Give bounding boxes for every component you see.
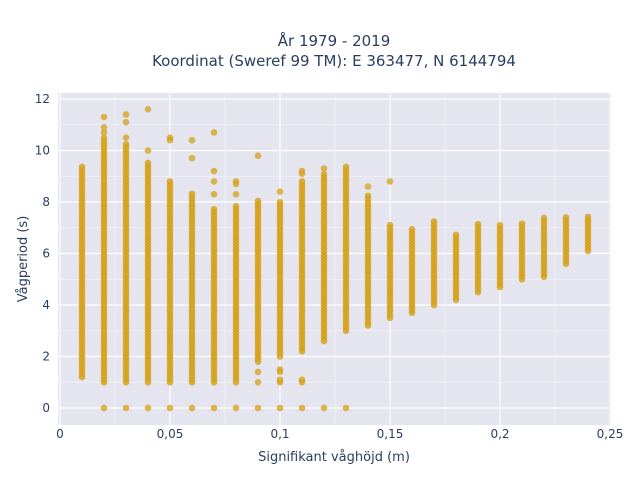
data-point bbox=[122, 111, 130, 118]
data-point bbox=[232, 404, 240, 412]
data-point bbox=[254, 197, 262, 205]
data-point bbox=[122, 118, 130, 126]
data-point bbox=[122, 404, 130, 412]
chart-title-line-2: Koordinat (Sweref 99 TM): E 363477, N 61… bbox=[152, 52, 516, 70]
data-point bbox=[276, 376, 284, 383]
data-point bbox=[452, 231, 460, 239]
data-point bbox=[122, 134, 130, 141]
data-point bbox=[386, 221, 394, 229]
data-point bbox=[144, 106, 152, 113]
data-point bbox=[232, 190, 240, 198]
data-point bbox=[210, 190, 218, 198]
chart-title-line-1: År 1979 - 2019 bbox=[278, 31, 391, 50]
data-point bbox=[144, 404, 152, 412]
data-point bbox=[232, 202, 240, 210]
data-point bbox=[254, 378, 262, 386]
x-tick-label: 0,05 bbox=[157, 427, 184, 441]
plot-area bbox=[58, 93, 611, 425]
y-tick-label: 8 bbox=[42, 195, 50, 209]
x-tick-label: 0 bbox=[56, 427, 64, 441]
data-point bbox=[210, 205, 218, 213]
data-point bbox=[276, 366, 284, 373]
data-point bbox=[276, 198, 284, 206]
data-point bbox=[276, 404, 284, 412]
data-point bbox=[518, 220, 526, 227]
data-point bbox=[166, 134, 174, 141]
data-point bbox=[122, 141, 130, 148]
data-point bbox=[496, 221, 504, 229]
data-point bbox=[188, 136, 196, 144]
data-point bbox=[298, 178, 306, 185]
data-point bbox=[298, 167, 306, 175]
data-point bbox=[100, 129, 108, 136]
data-point bbox=[78, 163, 86, 171]
data-point bbox=[320, 165, 328, 172]
data-point bbox=[210, 129, 218, 136]
data-point bbox=[254, 152, 262, 159]
data-point bbox=[474, 220, 482, 228]
data-point bbox=[298, 376, 306, 383]
data-point bbox=[188, 154, 196, 162]
data-point bbox=[210, 404, 218, 412]
x-axis-ticks: 0 0,05 0,1 0,15 0,2 0,25 bbox=[56, 427, 623, 441]
x-tick-label: 0,2 bbox=[490, 427, 509, 441]
data-point bbox=[210, 167, 218, 175]
data-point bbox=[144, 159, 152, 167]
data-point bbox=[298, 404, 306, 412]
y-tick-label: 6 bbox=[42, 247, 50, 261]
data-point bbox=[254, 404, 262, 412]
data-point bbox=[584, 213, 592, 221]
x-tick-label: 0,25 bbox=[597, 427, 624, 441]
data-point bbox=[254, 368, 262, 376]
data-point bbox=[232, 178, 240, 185]
data-point bbox=[342, 163, 350, 171]
data-point bbox=[562, 214, 570, 221]
data-point bbox=[320, 170, 328, 178]
data-point bbox=[408, 225, 416, 233]
data-point bbox=[100, 124, 108, 131]
data-point bbox=[430, 218, 438, 225]
data-point bbox=[540, 214, 548, 222]
y-tick-label: 0 bbox=[42, 401, 50, 415]
data-point bbox=[188, 404, 196, 412]
data-point bbox=[100, 113, 108, 121]
data-point bbox=[320, 404, 328, 412]
y-tick-label: 10 bbox=[35, 144, 50, 158]
y-tick-label: 2 bbox=[42, 350, 50, 364]
x-axis-title: Signifikant våghöjd (m) bbox=[258, 450, 410, 465]
x-tick-label: 0,15 bbox=[377, 427, 404, 441]
data-point bbox=[100, 404, 108, 412]
data-point bbox=[100, 134, 108, 142]
data-point bbox=[386, 178, 394, 185]
data-point bbox=[364, 192, 372, 200]
data-point bbox=[364, 183, 372, 190]
data-points bbox=[78, 106, 592, 412]
data-point bbox=[210, 178, 218, 185]
data-point bbox=[166, 178, 174, 185]
data-point bbox=[276, 188, 284, 195]
data-point bbox=[188, 190, 196, 198]
x-tick-label: 0,1 bbox=[270, 427, 289, 441]
data-point bbox=[144, 147, 152, 154]
data-point bbox=[342, 404, 350, 412]
data-point bbox=[166, 404, 174, 412]
y-tick-label: 4 bbox=[42, 298, 50, 312]
y-axis-title: Vågperiod (s) bbox=[16, 216, 31, 303]
y-tick-label: 12 bbox=[35, 92, 50, 106]
y-axis-ticks: 0 2 4 6 8 10 12 bbox=[35, 92, 50, 415]
